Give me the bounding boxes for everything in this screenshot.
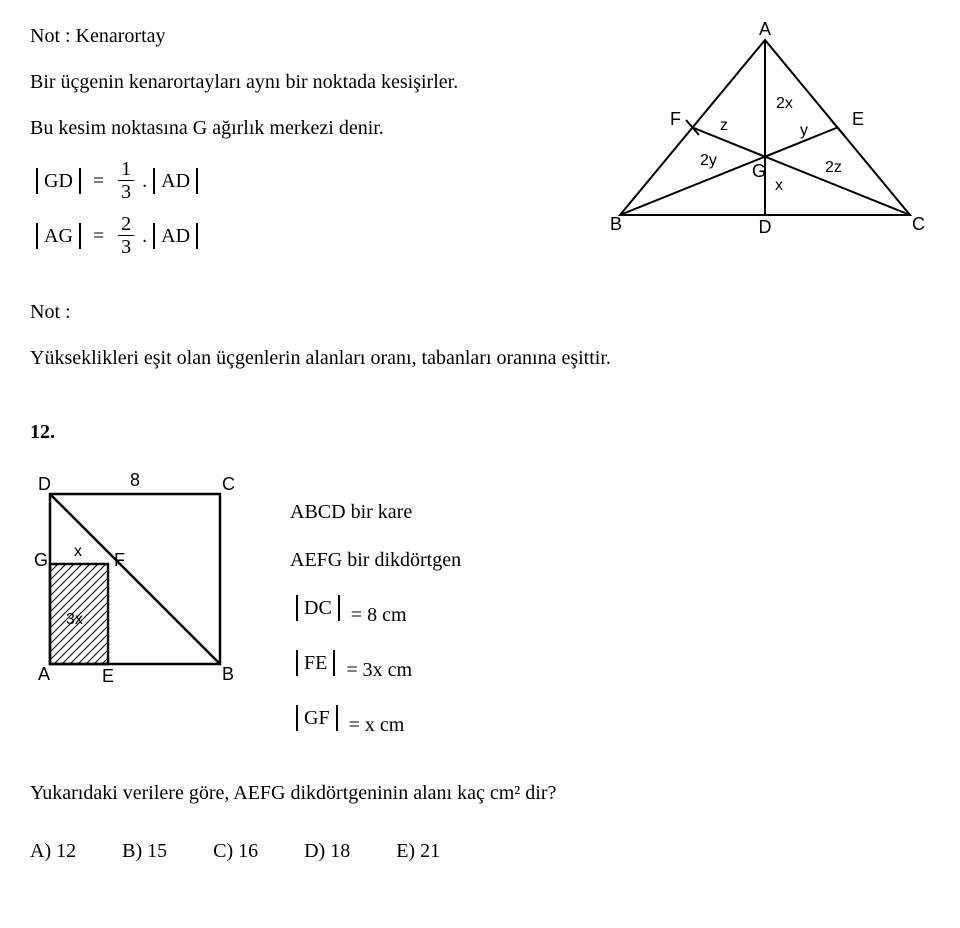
- note-kenarortay: Not : Kenarortay: [30, 20, 590, 52]
- answer-d: D) 18: [304, 835, 350, 867]
- q12-line-abcd: ABCD bir kare: [290, 496, 461, 528]
- top-line-2: Bu kesim noktasına G ağırlık merkezi den…: [30, 112, 590, 144]
- vertex-d: D: [759, 217, 772, 237]
- vertex-f: F: [114, 550, 125, 570]
- note-label: Not :: [30, 296, 930, 328]
- fe-val: = 3x cm: [346, 659, 412, 681]
- vertex-c: C: [222, 474, 235, 494]
- answer-choices: A) 12 B) 15 C) 16 D) 18 E) 21: [30, 835, 930, 867]
- vertex-f: F: [670, 109, 681, 129]
- centroid-g: G: [752, 161, 766, 181]
- question-number: 12.: [30, 416, 930, 448]
- vertex-g: G: [34, 550, 48, 570]
- q12-question: Yukarıdaki verilere göre, AEFG dikdörtge…: [30, 777, 930, 809]
- top-line-1: Bir üçgenin kenarortayları aynı bir nokt…: [30, 66, 590, 98]
- square-diagram: D C A B G F E 8 x 3x: [30, 464, 250, 704]
- len-3x: 3x: [66, 611, 83, 628]
- eq-ag-num: 2: [118, 213, 134, 235]
- vertex-a: A: [759, 20, 771, 39]
- dc-var: DC: [304, 592, 332, 624]
- seg-y: y: [800, 122, 808, 139]
- equals-sign: =: [93, 165, 104, 197]
- vertex-b: B: [222, 664, 234, 684]
- vertex-c: C: [912, 214, 925, 234]
- dc-val: = 8 cm: [351, 604, 407, 626]
- answer-a: A) 12: [30, 835, 76, 867]
- equation-gd: GD = 1 3 . AD: [30, 158, 590, 203]
- eq-gd-rhs: AD: [161, 165, 190, 197]
- vertex-d: D: [38, 474, 51, 494]
- answer-b: B) 15: [122, 835, 167, 867]
- seg-2x: 2x: [776, 95, 793, 112]
- equation-ag: AG = 2 3 . AD: [30, 213, 590, 258]
- eq-gd-lhs: GD: [44, 165, 73, 197]
- eq-ag-den: 3: [118, 235, 134, 258]
- fe-var: FE: [304, 647, 327, 679]
- vertex-e: E: [102, 666, 114, 686]
- gf-val: = x cm: [349, 714, 405, 736]
- triangle-diagram: A B C D E F G z 2x y 2y x 2z: [600, 20, 930, 260]
- note-text: Yükseklikleri eşit olan üçgenlerin alanl…: [30, 342, 930, 374]
- eq-ag-rhs: AD: [161, 220, 190, 252]
- len-8: 8: [130, 470, 140, 490]
- seg-2z: 2z: [825, 159, 842, 176]
- len-x: x: [74, 543, 82, 560]
- equals-sign: =: [93, 220, 104, 252]
- eq-ag-lhs: AG: [44, 220, 73, 252]
- vertex-b: B: [610, 214, 622, 234]
- answer-c: C) 16: [213, 835, 258, 867]
- seg-z: z: [720, 117, 728, 134]
- seg-2y: 2y: [700, 152, 717, 169]
- eq-gd-den: 3: [118, 180, 134, 203]
- gf-var: GF: [304, 702, 330, 734]
- vertex-a: A: [38, 664, 50, 684]
- q12-line-aefg: AEFG bir dikdörtgen: [290, 544, 461, 576]
- answer-e: E) 21: [396, 835, 440, 867]
- eq-gd-num: 1: [118, 158, 134, 180]
- vertex-e: E: [852, 109, 864, 129]
- seg-x: x: [775, 177, 783, 194]
